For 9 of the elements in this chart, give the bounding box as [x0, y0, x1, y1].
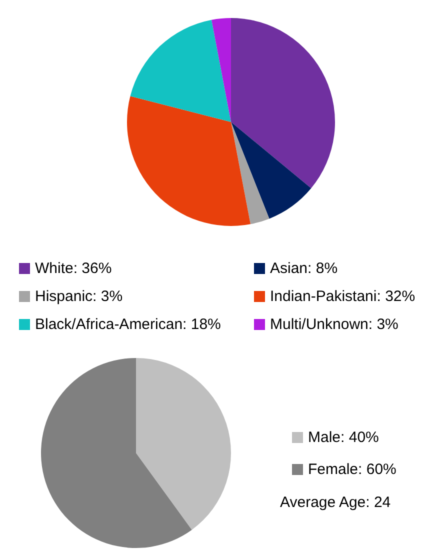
legend-label: Hispanic: 3%	[35, 288, 123, 305]
legend-label: Black/Africa-American: 18%	[35, 316, 221, 333]
legend-label: Male: 40%	[308, 429, 379, 446]
text: Average Age: 24	[280, 494, 391, 511]
legend-label: Asian: 8%	[270, 260, 338, 277]
legend-label: Indian-Pakistani: 32%	[270, 288, 416, 305]
legend-label: Female: 60%	[308, 461, 396, 478]
legend-label: Multi/Unknown: 3%	[270, 316, 398, 333]
legend-label: White: 36%	[35, 260, 112, 277]
